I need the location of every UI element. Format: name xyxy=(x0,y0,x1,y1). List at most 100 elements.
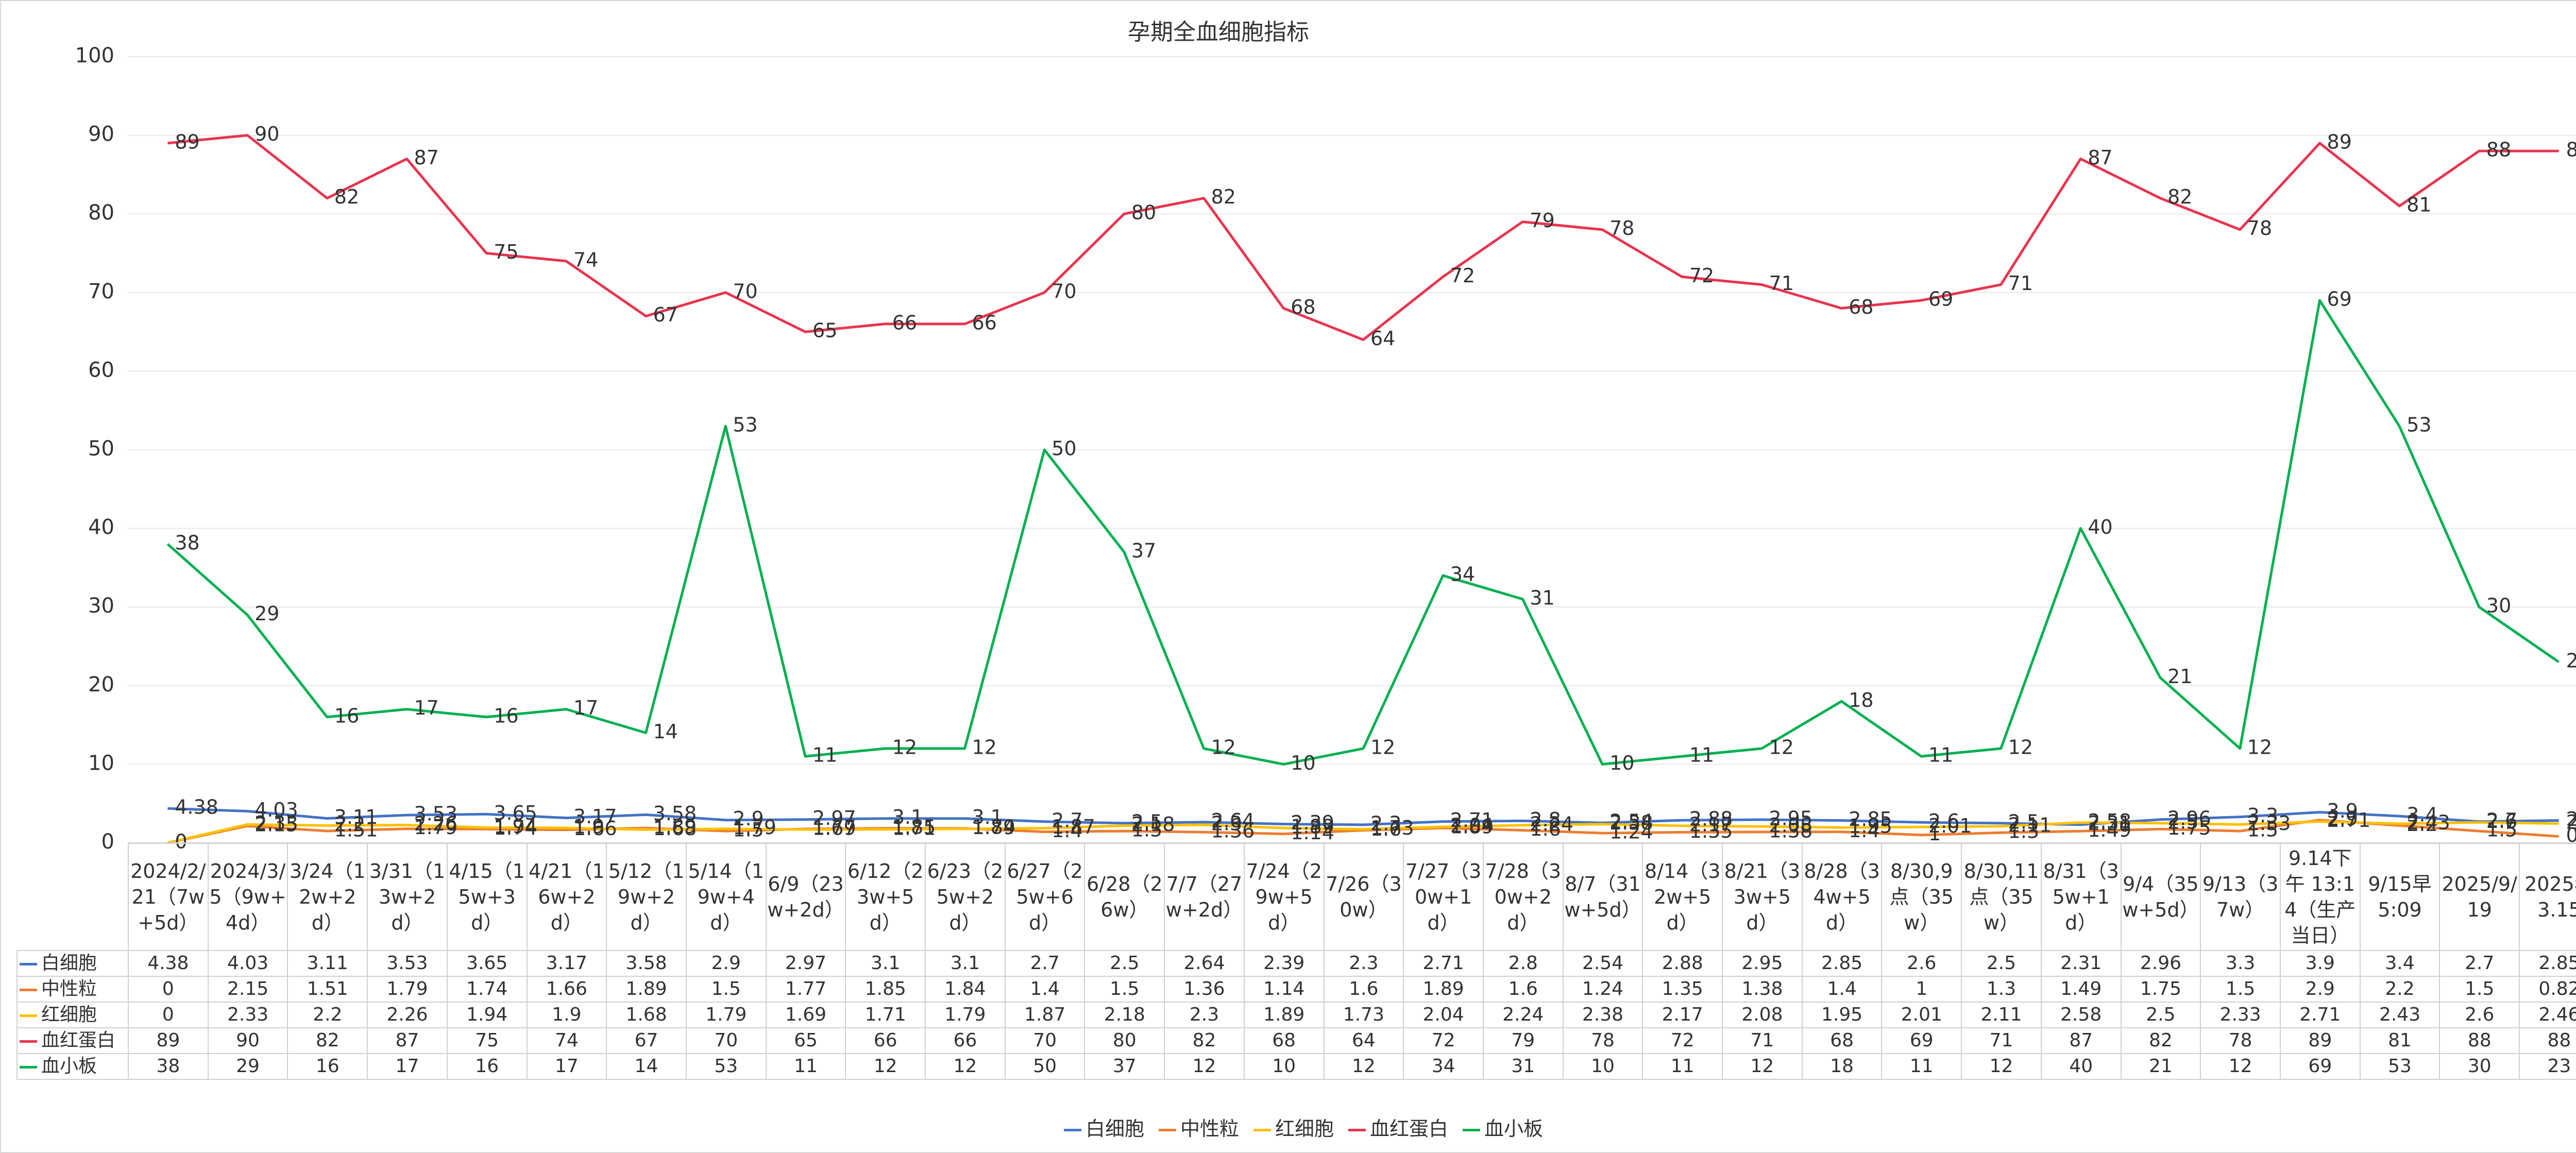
table-value: 88 xyxy=(2439,1027,2520,1054)
data-label: 3.58 xyxy=(653,802,697,825)
x-tick-label: 6/12（23w+5d） xyxy=(845,843,926,951)
table-value: 79 xyxy=(1482,1027,1564,1054)
x-tick-label: 9.14下午 13:14（生产当日） xyxy=(2279,843,2361,951)
row-label: 白细胞 xyxy=(16,950,129,977)
x-tick-label: 9/15早5:09 xyxy=(2359,843,2441,951)
table-value: 78 xyxy=(2200,1027,2281,1054)
table-value: 1.5 xyxy=(685,976,767,1003)
table-value: 23 xyxy=(2519,1053,2576,1080)
row-label-text: 血小板 xyxy=(41,1056,97,1077)
table-value: 2.7 xyxy=(1004,950,1086,977)
table-value: 3.65 xyxy=(446,950,528,977)
y-tick-label: 30 xyxy=(88,594,114,618)
data-label: 3.9 xyxy=(2327,800,2358,822)
data-label: 2.71 xyxy=(1450,809,1494,832)
row-label-text: 红细胞 xyxy=(41,1004,97,1025)
table-value: 12 xyxy=(1323,1053,1404,1080)
data-label: 1.4 xyxy=(1052,819,1082,842)
table-value: 2.58 xyxy=(2040,1002,2122,1028)
data-label: 21 xyxy=(2167,665,2192,688)
legend-swatch xyxy=(20,1014,37,1017)
table-value: 2.46 xyxy=(2519,1002,2576,1028)
data-label: 1.95 xyxy=(1849,815,1892,838)
table-value: 3.58 xyxy=(606,950,687,977)
table-value: 50 xyxy=(1004,1053,1086,1080)
data-label: 1.75 xyxy=(2167,817,2211,839)
data-label: 3.1 xyxy=(892,806,923,828)
data-label: 1.69 xyxy=(812,817,856,840)
table-value: 21 xyxy=(2120,1053,2201,1080)
y-tick-label: 100 xyxy=(75,44,114,67)
table-value: 1.79 xyxy=(367,976,448,1003)
table-value: 1.79 xyxy=(685,1002,767,1028)
table-value: 2.11 xyxy=(1961,1002,2042,1028)
table-value: 0.82 xyxy=(2519,976,2576,1003)
data-label: 2.2 xyxy=(2406,813,2437,836)
data-label: 3.53 xyxy=(414,803,457,825)
data-label: 50 xyxy=(1052,437,1076,460)
table-value: 81 xyxy=(2359,1027,2441,1054)
table-value: 2.6 xyxy=(1881,950,1962,977)
table-value: 1.84 xyxy=(925,976,1006,1003)
table-value: 12 xyxy=(1164,1053,1245,1080)
table-value: 78 xyxy=(1562,1027,1643,1054)
data-label: 3.17 xyxy=(573,805,617,828)
table-value: 38 xyxy=(128,1053,209,1080)
table-value: 2.5 xyxy=(2120,1002,2201,1028)
table-value: 1.74 xyxy=(446,976,528,1003)
table-value: 1.69 xyxy=(765,1002,846,1028)
x-tick-label: 6/23（25w+2d） xyxy=(925,843,1006,951)
table-value: 70 xyxy=(1004,1027,1086,1054)
table-value: 74 xyxy=(526,1027,607,1054)
data-label: 53 xyxy=(2406,414,2431,436)
data-label: 87 xyxy=(2088,146,2112,169)
table-value: 1 xyxy=(1881,976,1962,1003)
data-label: 1.5 xyxy=(2247,819,2278,841)
row-label-text: 中性粒 xyxy=(41,978,97,999)
table-value: 4.38 xyxy=(128,950,209,977)
legend: 白细胞 中性粒 红细胞 血红蛋白 血小板 xyxy=(0,1113,2576,1141)
data-label: 88 xyxy=(2486,139,2511,161)
table-value: 10 xyxy=(1562,1053,1643,1080)
x-tick-label: 2025年3.15 xyxy=(2519,843,2576,951)
data-label: 34 xyxy=(1450,563,1475,586)
data-label: 2.95 xyxy=(1769,807,1813,829)
table-value: 68 xyxy=(1801,1027,1883,1054)
table-value: 2.33 xyxy=(2200,1002,2281,1028)
data-label: 2.01 xyxy=(1928,815,1972,837)
data-label: 1.74 xyxy=(494,817,537,839)
table-value: 1.94 xyxy=(446,1002,528,1028)
table-value: 14 xyxy=(606,1053,687,1080)
data-label: 1.9 xyxy=(573,816,604,838)
data-label: 1.4 xyxy=(1849,819,1879,842)
row-label: 血小板 xyxy=(16,1053,129,1080)
data-label: 64 xyxy=(1370,327,1395,350)
legend-swatch xyxy=(1158,1129,1176,1131)
data-label: 68 xyxy=(1849,296,1873,318)
table-value: 2.64 xyxy=(1164,950,1245,977)
table-value: 1.75 xyxy=(2120,976,2201,1003)
table-value: 12 xyxy=(845,1053,926,1080)
x-tick-label: 6/28（26w） xyxy=(1084,843,1165,951)
data-label: 82 xyxy=(2167,185,2192,208)
data-label: 2.7 xyxy=(2486,809,2517,832)
x-tick-label: 7/24（29w+5d） xyxy=(1243,843,1325,951)
table-value: 2.18 xyxy=(1084,1002,1165,1028)
table-value: 1.66 xyxy=(526,976,607,1003)
table-value: 1.5 xyxy=(2200,976,2281,1003)
y-tick-label: 60 xyxy=(88,358,114,382)
table-value: 89 xyxy=(128,1027,209,1054)
data-label: 4.38 xyxy=(175,796,218,819)
table-row: 血小板 38 29 16 17 16 17 14 53 11 12 12 50 37 12 10 12 34 31 1… xyxy=(16,1053,2576,1080)
data-label: 1.3 xyxy=(2008,820,2039,843)
data-label: 2.8 xyxy=(1530,808,1561,831)
table-value: 2.97 xyxy=(765,950,846,977)
data-label: 2.6 xyxy=(1928,810,1959,833)
data-label: 68 xyxy=(1291,296,1315,318)
data-label: 2.85 xyxy=(2566,808,2576,830)
table-value: 2.88 xyxy=(1642,950,1723,977)
table-value: 1.73 xyxy=(1323,1002,1404,1028)
data-label: 1.68 xyxy=(653,817,697,840)
table-value: 3.53 xyxy=(367,950,448,977)
table-value: 2.7 xyxy=(2439,950,2520,977)
